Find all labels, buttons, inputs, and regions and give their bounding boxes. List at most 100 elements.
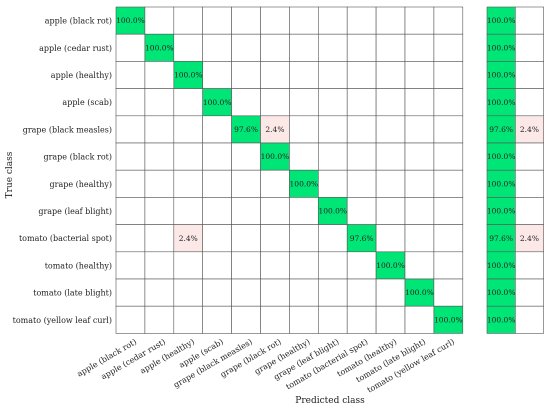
matrix-cell (433, 169, 464, 198)
summary-cell (514, 61, 544, 89)
summary-cell-value: 97.6% (489, 234, 513, 243)
matrix-cell (433, 142, 464, 171)
matrix-cell (144, 142, 175, 171)
matrix-cell (173, 278, 204, 307)
matrix-cell (260, 88, 290, 117)
summary-cell-value: 100.0% (487, 315, 516, 324)
matrix-cell (173, 197, 204, 225)
matrix-cell (404, 142, 435, 171)
matrix-cell (202, 251, 232, 280)
matrix-cell (144, 224, 175, 253)
matrix-cell (433, 224, 464, 253)
matrix-cell-value: 100.0% (290, 179, 319, 188)
matrix-cell (115, 305, 146, 334)
summary-cell (514, 169, 544, 198)
matrix-cell (173, 142, 204, 171)
matrix-cell (173, 305, 204, 334)
matrix-cell (202, 197, 232, 225)
matrix-cell (346, 278, 377, 307)
matrix-cell (404, 61, 435, 89)
matrix-cell-value: 100.0% (318, 207, 347, 216)
matrix-cell (375, 224, 406, 253)
matrix-cell (115, 88, 146, 117)
matrix-cell (115, 6, 146, 35)
matrix-cell (317, 251, 348, 280)
summary-cell-value: 100.0% (487, 261, 516, 270)
matrix-cell (404, 224, 435, 253)
matrix-cell (115, 278, 146, 307)
matrix-cell (260, 61, 290, 89)
matrix-cell (260, 278, 290, 307)
matrix-cell (375, 278, 406, 307)
matrix-cell (317, 142, 348, 171)
matrix-cell-value: 2.4% (265, 125, 284, 134)
x-axis-title: Predicted class (295, 396, 365, 406)
matrix-cell (404, 305, 435, 334)
matrix-cell-value: 100.0% (116, 16, 145, 25)
matrix-cell-value: 100.0% (376, 261, 405, 270)
matrix-cell (317, 224, 348, 253)
matrix-cell (202, 33, 232, 62)
summary-cell (514, 33, 544, 62)
matrix-cell (231, 197, 261, 225)
matrix-cell (317, 278, 348, 307)
matrix-cell (375, 33, 406, 62)
matrix-cell (231, 33, 261, 62)
matrix-cell (144, 33, 175, 62)
matrix-cell (404, 197, 435, 225)
summary-cell (514, 251, 544, 280)
matrix-cell (115, 61, 146, 89)
matrix-cell (144, 88, 175, 117)
matrix-cell (202, 115, 232, 144)
matrix-cell (317, 305, 348, 334)
matrix-cell (289, 88, 319, 117)
matrix-cell (173, 88, 204, 117)
matrix-cell-value: 97.6% (350, 234, 374, 243)
matrix-cell (289, 305, 319, 334)
matrix-cell (317, 61, 348, 89)
summary-cell (486, 115, 516, 144)
matrix-cell (404, 169, 435, 198)
summary-cell (514, 197, 544, 225)
matrix-cell-value: 2.4% (179, 234, 198, 243)
y-tick-label: apple (cedar rust) (39, 44, 112, 53)
matrix-cell (289, 197, 319, 225)
y-tick-label: tomato (bacterial spot) (19, 234, 112, 243)
matrix-cell (433, 251, 464, 280)
matrix-cell (231, 88, 261, 117)
matrix-cell (346, 115, 377, 144)
matrix-cell (173, 115, 204, 144)
matrix-cell (433, 6, 464, 35)
matrix-cell (433, 115, 464, 144)
summary-cell (514, 115, 544, 144)
matrix-cell (202, 142, 232, 171)
summary-cell (486, 169, 516, 198)
matrix-cell (346, 88, 377, 117)
matrix-cell (433, 33, 464, 62)
matrix-cell (260, 224, 290, 253)
matrix-cell (346, 305, 377, 334)
matrix-cell (173, 224, 204, 253)
matrix-cell (144, 305, 175, 334)
matrix-cell (289, 142, 319, 171)
matrix-cell-value: 100.0% (203, 98, 232, 107)
matrix-cell (115, 33, 146, 62)
matrix-cell (144, 251, 175, 280)
matrix-cell (202, 169, 232, 198)
matrix-cell-value: 100.0% (434, 315, 463, 324)
matrix-cell (317, 88, 348, 117)
summary-cell-value: 100.0% (487, 288, 516, 297)
matrix-cell (375, 251, 406, 280)
matrix-cell (115, 142, 146, 171)
matrix-cell (346, 197, 377, 225)
matrix-cell (260, 6, 290, 35)
y-tick-label: tomato (healthy) (45, 261, 112, 270)
summary-cell (514, 278, 544, 307)
confusion-matrix-grid: 100.0% 100.0% 100.0% 100.0% 97.6% 2.4% 100.0% 1… (115, 6, 464, 334)
matrix-cell (202, 305, 232, 334)
summary-cell (486, 278, 516, 307)
summary-cell-value: 100.0% (487, 152, 516, 161)
matrix-cell (231, 142, 261, 171)
matrix-cell (404, 251, 435, 280)
matrix-cell (317, 6, 348, 35)
